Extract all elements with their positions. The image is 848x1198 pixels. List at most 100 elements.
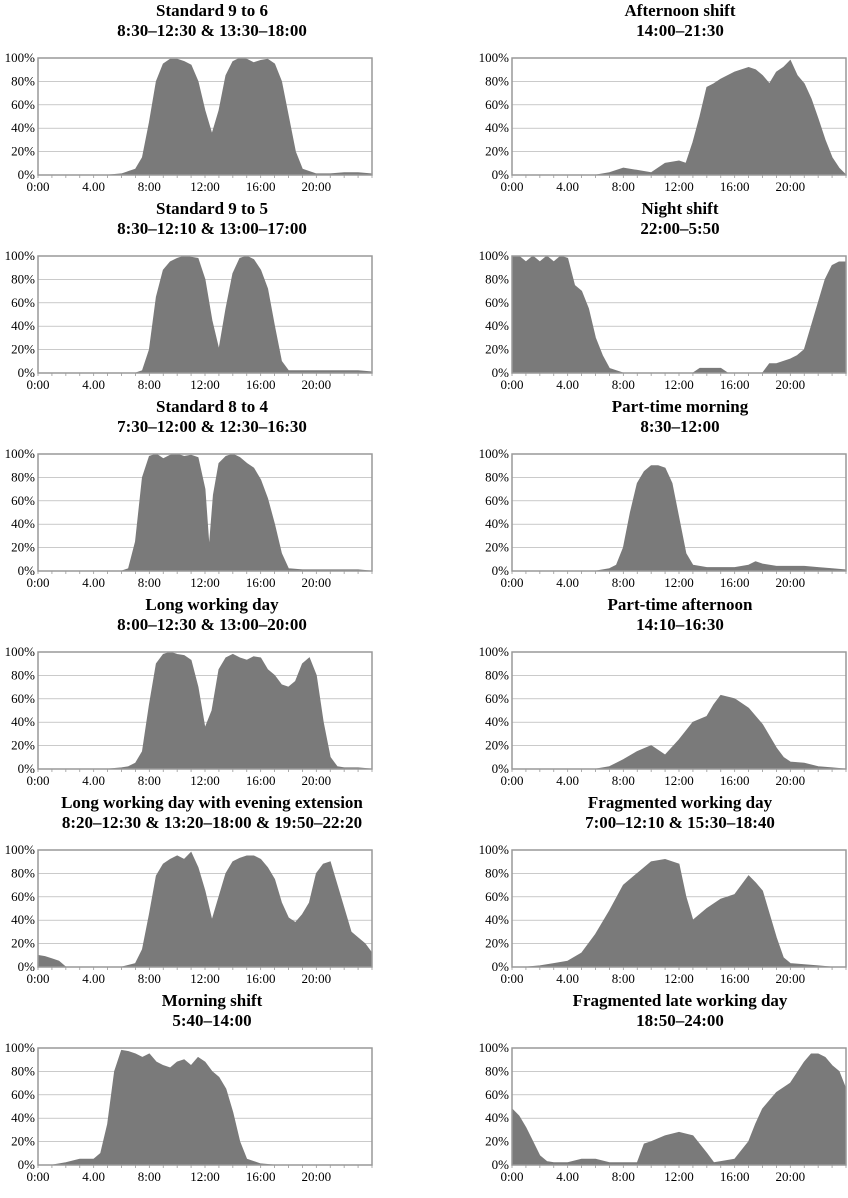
y-tick-label: 100% bbox=[5, 248, 36, 263]
series-area bbox=[38, 453, 373, 572]
series-area bbox=[38, 651, 373, 770]
chart-subtitle: 8:00–12:30 & 13:00–20:00 bbox=[117, 615, 307, 634]
y-tick-label: 40% bbox=[485, 120, 509, 135]
y-tick-label: 0% bbox=[492, 563, 510, 578]
plot-frame bbox=[511, 255, 847, 374]
y-tick-label: 60% bbox=[485, 1087, 509, 1102]
x-tick-label: 12:00 bbox=[190, 1169, 220, 1184]
chart-title: Standard 8 to 4 bbox=[156, 397, 268, 416]
y-tick-label: 100% bbox=[5, 842, 36, 857]
chart-title: Long working day bbox=[145, 595, 279, 614]
y-tick-label: 20% bbox=[485, 738, 509, 753]
y-tick-label: 40% bbox=[11, 516, 35, 531]
chart-panel: Standard 9 to 68:30–12:30 & 13:30–18:00 0… bbox=[5, 1, 373, 194]
x-tick-label: 16:00 bbox=[246, 1169, 276, 1184]
x-tick-label: 12:00 bbox=[190, 971, 220, 986]
x-tick-label: 16:00 bbox=[246, 773, 276, 788]
chart-title: Morning shift bbox=[162, 991, 263, 1010]
series-area bbox=[511, 255, 847, 374]
x-tick-label: 12:00 bbox=[190, 179, 220, 194]
x-tick-label: 0:00 bbox=[500, 971, 523, 986]
y-tick-label: 20% bbox=[485, 1134, 509, 1149]
y-tick-label: 0% bbox=[18, 959, 36, 974]
y-tick-label: 20% bbox=[11, 738, 35, 753]
y-tick-label: 20% bbox=[11, 936, 35, 951]
x-tick-label: 16:00 bbox=[720, 1169, 750, 1184]
series-area bbox=[38, 1049, 372, 1166]
x-tick-label: 20:00 bbox=[776, 377, 806, 392]
y-tick-label: 40% bbox=[485, 912, 509, 927]
x-tick-label: 20:00 bbox=[302, 1169, 332, 1184]
plot-frame bbox=[37, 1047, 373, 1166]
x-tick-label: 12:00 bbox=[664, 179, 694, 194]
y-tick-label: 40% bbox=[485, 714, 509, 729]
y-tick-label: 20% bbox=[485, 540, 509, 555]
chart-title: Afternoon shift bbox=[625, 1, 736, 20]
chart-title: Part-time afternoon bbox=[608, 595, 753, 614]
y-tick-label: 20% bbox=[485, 144, 509, 159]
y-tick-label: 40% bbox=[11, 1110, 35, 1125]
x-tick-label: 4.00 bbox=[82, 179, 105, 194]
x-tick-label: 4.00 bbox=[556, 773, 579, 788]
x-tick-label: 0:00 bbox=[26, 575, 49, 590]
chart-title: Fragmented late working day bbox=[573, 991, 788, 1010]
x-tick-label: 16:00 bbox=[720, 377, 750, 392]
y-tick-label: 80% bbox=[485, 73, 509, 88]
x-tick-label: 20:00 bbox=[776, 773, 806, 788]
x-tick-label: 12:00 bbox=[190, 773, 220, 788]
x-tick-label: 16:00 bbox=[246, 575, 276, 590]
x-tick-label: 16:00 bbox=[246, 377, 276, 392]
x-tick-label: 20:00 bbox=[776, 1169, 806, 1184]
y-tick-label: 80% bbox=[485, 469, 509, 484]
y-tick-label: 60% bbox=[11, 97, 35, 112]
plot-frame bbox=[37, 57, 373, 176]
x-tick-label: 0:00 bbox=[500, 575, 523, 590]
y-tick-label: 0% bbox=[18, 365, 36, 380]
x-tick-label: 4.00 bbox=[556, 971, 579, 986]
chart-title: Night shift bbox=[642, 199, 719, 218]
y-tick-label: 100% bbox=[479, 50, 510, 65]
chart-subtitle: 18:50–24:00 bbox=[636, 1011, 724, 1030]
x-tick-label: 4.00 bbox=[556, 377, 579, 392]
x-tick-label: 12:00 bbox=[664, 575, 694, 590]
chart-subtitle: 8:20–12:30 & 13:20–18:00 & 19:50–22:20 bbox=[62, 813, 362, 832]
y-tick-label: 0% bbox=[18, 761, 36, 776]
chart-panel: Standard 9 to 58:30–12:10 & 13:00–17:00 0… bbox=[5, 199, 373, 392]
x-tick-label: 0:00 bbox=[500, 773, 523, 788]
series-area bbox=[511, 1053, 847, 1166]
x-tick-label: 12:00 bbox=[664, 971, 694, 986]
plot-frame bbox=[37, 651, 373, 770]
x-tick-label: 12:00 bbox=[190, 575, 220, 590]
y-tick-label: 60% bbox=[485, 889, 509, 904]
plot-frame bbox=[511, 1047, 847, 1166]
x-tick-label: 12:00 bbox=[664, 1169, 694, 1184]
x-tick-label: 16:00 bbox=[720, 971, 750, 986]
plot-frame bbox=[37, 453, 373, 572]
y-tick-label: 100% bbox=[5, 644, 36, 659]
y-tick-label: 80% bbox=[485, 865, 509, 880]
series-area bbox=[512, 694, 847, 770]
y-tick-label: 100% bbox=[479, 1040, 510, 1055]
x-tick-label: 0:00 bbox=[26, 773, 49, 788]
x-tick-label: 4.00 bbox=[556, 1169, 579, 1184]
y-tick-label: 0% bbox=[18, 1157, 36, 1172]
y-tick-label: 0% bbox=[492, 1157, 510, 1172]
plot-frame bbox=[511, 57, 847, 176]
x-tick-label: 8:00 bbox=[612, 1169, 635, 1184]
x-tick-label: 20:00 bbox=[302, 773, 332, 788]
y-tick-label: 40% bbox=[11, 120, 35, 135]
x-tick-label: 12:00 bbox=[190, 377, 220, 392]
x-tick-label: 20:00 bbox=[302, 179, 332, 194]
y-tick-label: 40% bbox=[485, 318, 509, 333]
y-tick-label: 40% bbox=[485, 516, 509, 531]
chart-title: Fragmented working day bbox=[588, 793, 773, 812]
y-tick-label: 60% bbox=[485, 295, 509, 310]
